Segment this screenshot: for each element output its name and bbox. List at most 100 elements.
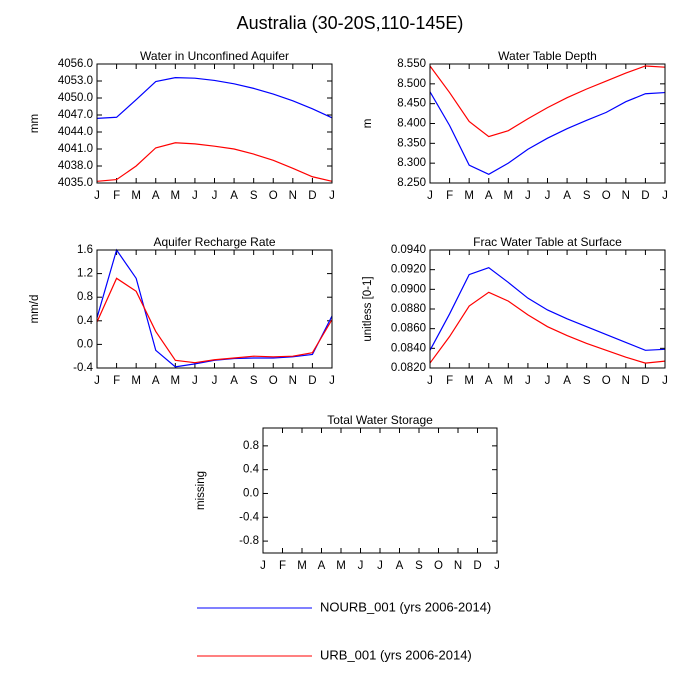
x-tick-label: J bbox=[212, 190, 218, 202]
y-tick-label: 8.300 bbox=[397, 157, 426, 169]
x-tick-label: M bbox=[504, 190, 514, 202]
x-tick-label: O bbox=[269, 190, 278, 202]
y-tick-label: 0.4 bbox=[77, 315, 94, 327]
x-tick-label: S bbox=[583, 375, 591, 387]
x-tick-label: M bbox=[131, 375, 141, 387]
panel-title: Frac Water Table at Surface bbox=[473, 235, 622, 249]
x-tick-label: J bbox=[260, 560, 266, 572]
y-tick-label: 0.0 bbox=[77, 338, 93, 350]
x-tick-label: M bbox=[504, 375, 514, 387]
y-tick-label: 0.4 bbox=[243, 464, 260, 476]
y-tick-label: 0.0820 bbox=[391, 362, 426, 374]
y-tick-label: 0.0880 bbox=[391, 303, 426, 315]
x-tick-label: J bbox=[545, 190, 551, 202]
y-tick-label: 4047.0 bbox=[58, 109, 93, 121]
series-line bbox=[96, 277, 333, 364]
panel-title: Water in Unconfined Aquifer bbox=[140, 49, 289, 63]
series-line bbox=[96, 142, 333, 182]
figure-title: Australia (30-20S,110-145E) bbox=[237, 13, 464, 33]
x-tick-label: D bbox=[473, 560, 481, 572]
y-tick-label: 4044.0 bbox=[58, 126, 93, 138]
panel: Total Water Storage missing -0.8 -0.4 0.0 0.4… bbox=[195, 413, 500, 572]
y-tick-label: 4041.0 bbox=[58, 143, 93, 155]
x-tick-label: F bbox=[446, 375, 453, 387]
x-tick-label: J bbox=[525, 375, 531, 387]
x-tick-label: O bbox=[602, 190, 611, 202]
y-tick-label: 0.0900 bbox=[391, 283, 426, 295]
y-tick-label: 8.250 bbox=[397, 177, 426, 189]
y-axis-label: mm/d bbox=[29, 295, 41, 324]
x-tick-label: F bbox=[279, 560, 286, 572]
x-tick-label: M bbox=[336, 560, 346, 572]
x-tick-label: J bbox=[427, 375, 433, 387]
y-tick-label: 4050.0 bbox=[58, 92, 93, 104]
x-tick-label: J bbox=[212, 375, 218, 387]
x-tick-label: S bbox=[250, 190, 258, 202]
x-tick-label: J bbox=[545, 375, 551, 387]
x-tick-label: A bbox=[318, 560, 326, 572]
x-tick-label: S bbox=[415, 560, 423, 572]
x-tick-label: J bbox=[662, 375, 668, 387]
x-tick-label: N bbox=[454, 560, 462, 572]
x-tick-label: J bbox=[192, 190, 198, 202]
y-tick-label: 8.500 bbox=[397, 78, 426, 90]
x-tick-label: M bbox=[171, 375, 181, 387]
plot-frame bbox=[262, 427, 498, 554]
x-tick-label: A bbox=[485, 375, 493, 387]
x-tick-label: F bbox=[113, 375, 120, 387]
series-line bbox=[429, 291, 666, 364]
x-tick-label: O bbox=[602, 375, 611, 387]
x-tick-label: A bbox=[152, 375, 160, 387]
x-tick-label: M bbox=[297, 560, 307, 572]
y-tick-label: -0.4 bbox=[239, 511, 259, 523]
y-axis-label: unitless [0-1] bbox=[362, 276, 374, 341]
x-tick-label: F bbox=[113, 190, 120, 202]
x-tick-label: J bbox=[358, 560, 364, 572]
x-tick-label: J bbox=[662, 190, 668, 202]
x-tick-label: A bbox=[396, 560, 404, 572]
plot-frame bbox=[429, 249, 666, 369]
x-tick-label: N bbox=[289, 375, 297, 387]
panel: Aquifer Recharge Rate mm/d -0.4 0.0 0.4 0.8 1.… bbox=[29, 235, 335, 387]
x-tick-label: J bbox=[494, 560, 500, 572]
x-tick-label: J bbox=[192, 375, 198, 387]
series-line bbox=[429, 65, 666, 138]
x-tick-label: N bbox=[289, 190, 297, 202]
y-tick-label: 4038.0 bbox=[58, 160, 93, 172]
y-axis-label: m bbox=[362, 119, 374, 129]
x-tick-label: A bbox=[230, 375, 238, 387]
legend-label: NOURB_001 (yrs 2006-2014) bbox=[320, 599, 491, 614]
y-tick-label: 0.0940 bbox=[391, 244, 426, 256]
y-tick-label: 0.0840 bbox=[391, 342, 426, 354]
legend-label: URB_001 (yrs 2006-2014) bbox=[320, 647, 472, 662]
x-tick-label: A bbox=[230, 190, 238, 202]
x-tick-label: S bbox=[250, 375, 258, 387]
y-tick-label: 8.450 bbox=[397, 98, 426, 110]
x-tick-label: D bbox=[308, 375, 316, 387]
x-tick-label: M bbox=[464, 190, 474, 202]
panel: Water in Unconfined Aquifer mm 4035.0 4038.… bbox=[29, 49, 335, 202]
x-tick-label: J bbox=[427, 190, 433, 202]
y-tick-label: -0.8 bbox=[239, 535, 259, 547]
plot-frame bbox=[96, 249, 333, 369]
y-tick-label: 0.0 bbox=[243, 488, 259, 500]
x-tick-label: J bbox=[94, 375, 100, 387]
x-tick-label: J bbox=[329, 375, 335, 387]
x-tick-label: N bbox=[622, 375, 630, 387]
x-tick-label: A bbox=[485, 190, 493, 202]
x-tick-label: O bbox=[269, 375, 278, 387]
y-tick-label: 0.8 bbox=[77, 291, 93, 303]
y-axis-label: missing bbox=[195, 471, 207, 510]
x-tick-label: N bbox=[622, 190, 630, 202]
series-line bbox=[96, 248, 333, 368]
x-tick-label: J bbox=[329, 190, 335, 202]
x-tick-label: A bbox=[563, 375, 571, 387]
x-tick-label: D bbox=[641, 375, 649, 387]
y-tick-label: 4056.0 bbox=[58, 58, 93, 70]
y-tick-label: 4035.0 bbox=[58, 177, 93, 189]
y-tick-label: 1.6 bbox=[77, 244, 93, 256]
series-line bbox=[429, 267, 666, 351]
y-tick-label: 0.0860 bbox=[391, 323, 426, 335]
y-axis-label: mm bbox=[29, 114, 41, 133]
panel-title: Water Table Depth bbox=[498, 49, 597, 63]
